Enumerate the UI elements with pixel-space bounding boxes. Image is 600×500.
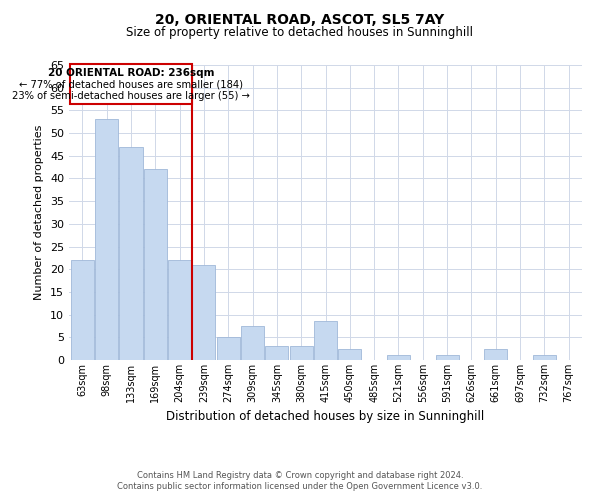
Bar: [217, 338, 240, 360]
Bar: [484, 348, 507, 360]
Bar: [241, 326, 264, 360]
Text: 20, ORIENTAL ROAD, ASCOT, SL5 7AY: 20, ORIENTAL ROAD, ASCOT, SL5 7AY: [155, 12, 445, 26]
Text: 20 ORIENTAL ROAD: 236sqm: 20 ORIENTAL ROAD: 236sqm: [48, 68, 214, 78]
X-axis label: Distribution of detached houses by size in Sunninghill: Distribution of detached houses by size …: [166, 410, 485, 424]
Bar: [119, 146, 143, 360]
FancyBboxPatch shape: [70, 64, 192, 104]
Text: 23% of semi-detached houses are larger (55) →: 23% of semi-detached houses are larger (…: [12, 92, 250, 102]
Y-axis label: Number of detached properties: Number of detached properties: [34, 125, 44, 300]
Bar: [95, 120, 118, 360]
Text: Size of property relative to detached houses in Sunninghill: Size of property relative to detached ho…: [127, 26, 473, 39]
Bar: [387, 356, 410, 360]
Bar: [338, 348, 361, 360]
Bar: [533, 356, 556, 360]
Bar: [71, 260, 94, 360]
Bar: [265, 346, 289, 360]
Bar: [436, 356, 458, 360]
Text: ← 77% of detached houses are smaller (184): ← 77% of detached houses are smaller (18…: [19, 80, 243, 90]
Bar: [168, 260, 191, 360]
Bar: [314, 322, 337, 360]
Bar: [290, 346, 313, 360]
Bar: [144, 170, 167, 360]
Text: Contains HM Land Registry data © Crown copyright and database right 2024.: Contains HM Land Registry data © Crown c…: [137, 471, 463, 480]
Text: Contains public sector information licensed under the Open Government Licence v3: Contains public sector information licen…: [118, 482, 482, 491]
Bar: [193, 264, 215, 360]
